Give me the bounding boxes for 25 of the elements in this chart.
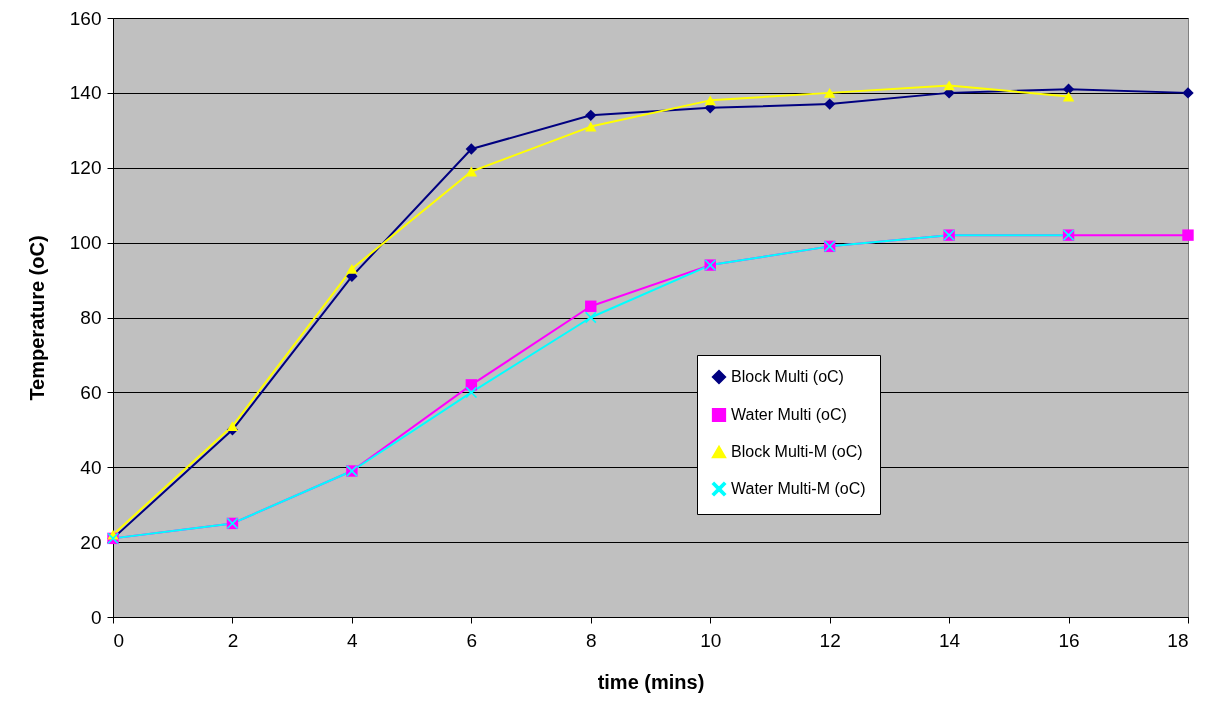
- y-tick-label: 40: [80, 456, 102, 478]
- legend-label: Block Multi-M (oC): [731, 443, 863, 460]
- legend-label: Water Multi-M (oC): [731, 480, 866, 497]
- y-tick-label: 120: [69, 157, 102, 179]
- legend-label: Water Multi (oC): [731, 406, 847, 423]
- x-axis-title: time (mins): [597, 670, 705, 693]
- y-axis-title: Temperature (oC): [25, 235, 48, 401]
- y-tick-label: 160: [69, 7, 102, 29]
- x-tick-label: 12: [819, 629, 841, 651]
- x-tick-label: 10: [700, 629, 722, 651]
- x-tick-label: 0: [113, 629, 125, 651]
- x-tick-label: 2: [227, 629, 239, 651]
- x-tick-label: 8: [585, 629, 597, 651]
- x-tick-label: 6: [466, 629, 478, 651]
- y-tick-label: 0: [90, 606, 102, 628]
- y-tick-label: 80: [80, 307, 102, 328]
- y-tick-label: 60: [80, 381, 102, 403]
- legend-label: Block Multi (oC): [731, 368, 844, 385]
- x-tick-label: 14: [939, 629, 961, 651]
- x-tick-label: 18: [1167, 629, 1189, 651]
- x-tick-label: 4: [347, 629, 359, 651]
- y-tick-label: 20: [80, 531, 102, 553]
- y-tick-label: 100: [69, 232, 102, 254]
- x-tick-label: 16: [1058, 629, 1080, 651]
- y-tick-label: 140: [69, 82, 102, 104]
